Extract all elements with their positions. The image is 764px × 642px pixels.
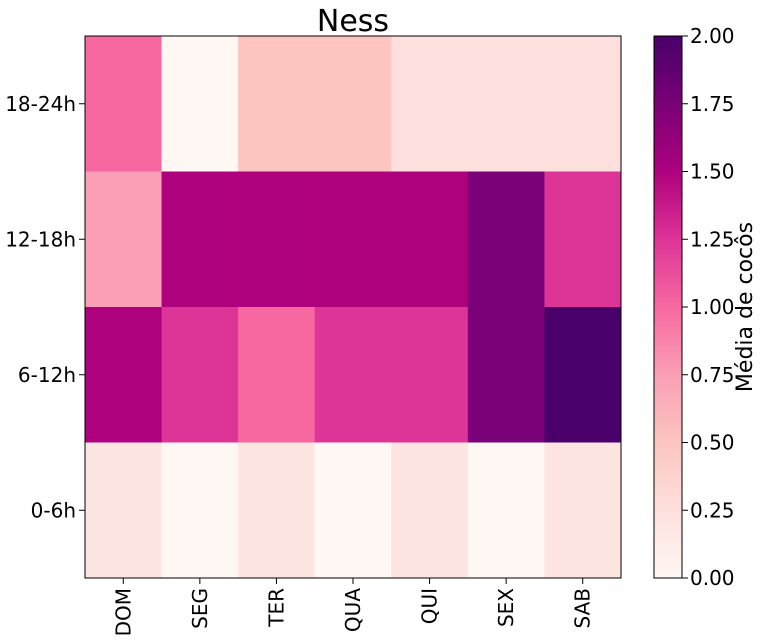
colorbar-tick-label: 0.25	[690, 498, 735, 522]
heatmap-cell	[544, 307, 622, 443]
heatmap-cell	[161, 307, 239, 443]
heatmap-cell	[238, 307, 316, 443]
heatmap-cells	[85, 36, 622, 579]
y-tick-label: 12-18h	[5, 227, 76, 251]
colorbar-tick-label: 1.00	[690, 295, 735, 319]
heatmap-cell	[314, 307, 392, 443]
y-tick-label: 0-6h	[31, 498, 76, 522]
colorbar-tick-label: 1.75	[690, 92, 735, 116]
heatmap-cell	[85, 36, 163, 172]
x-tick-label: QUA	[341, 588, 365, 632]
heatmap-cell	[314, 36, 392, 172]
heatmap-cell	[391, 171, 469, 308]
colorbar-tick-label: 1.25	[690, 227, 735, 251]
x-tick-label: TER	[264, 588, 288, 628]
heatmap-cell	[391, 442, 469, 579]
heatmap-cell	[467, 36, 545, 172]
colorbar-gradient	[653, 35, 683, 579]
heatmap-cell	[467, 442, 545, 579]
x-tick-label: SAB	[571, 588, 595, 628]
y-axis: 18-24h 12-18h 6-12h 0-6h	[5, 92, 85, 522]
heatmap-cell	[467, 171, 545, 308]
heatmap-cell	[85, 442, 163, 579]
heatmap-cell	[391, 307, 469, 443]
heatmap-cell	[161, 171, 239, 308]
x-tick-label: DOM	[111, 588, 135, 636]
colorbar: 0.00 0.25 0.50 0.75 1.00 1.25 1.50 1.75 2.00 Méd…	[653, 24, 758, 590]
heatmap-cell	[238, 171, 316, 308]
heatmap-cell	[85, 171, 163, 308]
heatmap-cell	[161, 36, 239, 172]
heatmap-cell	[238, 36, 316, 172]
heatmap-cell	[85, 307, 163, 443]
heatmap-cell	[391, 36, 469, 172]
colorbar-ticks: 0.00 0.25 0.50 0.75 1.00 1.25 1.50 1.75 2.00	[682, 24, 735, 590]
colorbar-tick-label: 2.00	[690, 24, 735, 48]
x-axis: DOM SEG TER QUA QUI SEX SAB	[111, 578, 595, 636]
colorbar-label: Média de cocôs	[733, 222, 758, 392]
colorbar-tick-label: 1.50	[690, 160, 735, 184]
colorbar-tick-label: 0.75	[690, 363, 735, 387]
heatmap-cell	[544, 442, 622, 579]
x-tick-label: SEG	[188, 588, 212, 629]
heatmap-cell	[161, 442, 239, 579]
heatmap-cell	[544, 36, 622, 172]
colorbar-tick-label: 0.50	[690, 431, 735, 455]
colorbar-tick-label: 0.00	[690, 566, 735, 590]
x-tick-label: SEX	[494, 588, 518, 627]
heatmap-cell	[467, 307, 545, 443]
heatmap-cell	[314, 442, 392, 579]
x-tick-label: QUI	[418, 588, 442, 624]
y-tick-label: 6-12h	[18, 363, 76, 387]
y-tick-label: 18-24h	[5, 92, 76, 116]
chart-title: Ness	[317, 4, 389, 39]
heatmap-cell	[314, 171, 392, 308]
heatmap-cell	[238, 442, 316, 579]
heatmap-cell	[544, 171, 622, 308]
